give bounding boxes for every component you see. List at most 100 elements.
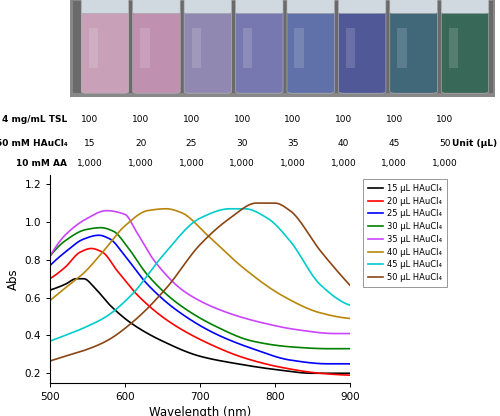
FancyBboxPatch shape (81, 10, 129, 93)
15 μL HAuCl₄ (341, 371, 347, 376)
Text: 100: 100 (436, 115, 454, 124)
35 μL HAuCl₄ (332, 331, 338, 336)
50 μL HAuCl₄ (254, 201, 260, 206)
Text: 15: 15 (84, 139, 96, 148)
30 μL HAuCl₄ (98, 225, 104, 230)
40 μL HAuCl₄ (226, 253, 232, 258)
35 μL HAuCl₄ (47, 253, 53, 258)
50 μL HAuCl₄ (340, 275, 346, 280)
Text: Unit (μL): Unit (μL) (452, 139, 498, 148)
15 μL HAuCl₄ (47, 287, 53, 292)
Line: 50 μL HAuCl₄: 50 μL HAuCl₄ (50, 203, 350, 361)
FancyBboxPatch shape (236, 0, 283, 13)
FancyBboxPatch shape (81, 0, 129, 13)
Y-axis label: Abs: Abs (7, 268, 20, 290)
FancyBboxPatch shape (338, 10, 386, 93)
25 μL HAuCl₄ (347, 362, 353, 366)
25 μL HAuCl₄ (190, 319, 196, 324)
20 μL HAuCl₄ (190, 333, 196, 338)
45 μL HAuCl₄ (294, 247, 300, 252)
15 μL HAuCl₄ (347, 371, 353, 376)
25 μL HAuCl₄ (226, 337, 232, 342)
Text: 1,000: 1,000 (230, 158, 255, 168)
Text: 100: 100 (386, 115, 403, 124)
40 μL HAuCl₄ (340, 315, 346, 320)
20 μL HAuCl₄ (294, 368, 300, 373)
FancyBboxPatch shape (390, 10, 438, 93)
15 μL HAuCl₄ (192, 352, 198, 357)
Text: 4 mg/mL TSL: 4 mg/mL TSL (2, 115, 68, 124)
Legend: 15 μL HAuCl₄, 20 μL HAuCl₄, 25 μL HAuCl₄, 30 μL HAuCl₄, 35 μL HAuCl₄, 40 μL HAuC: 15 μL HAuCl₄, 20 μL HAuCl₄, 25 μL HAuCl₄… (363, 179, 448, 287)
Text: 10 mM AA: 10 mM AA (16, 158, 68, 168)
45 μL HAuCl₄ (347, 303, 353, 308)
25 μL HAuCl₄ (294, 359, 300, 364)
FancyBboxPatch shape (184, 0, 232, 13)
Text: 1,000: 1,000 (280, 158, 305, 168)
Text: 30: 30 (236, 139, 248, 148)
Bar (243, 27, 252, 67)
Bar (192, 27, 201, 67)
Bar (140, 27, 149, 67)
50 μL HAuCl₄ (192, 249, 198, 254)
Line: 15 μL HAuCl₄: 15 μL HAuCl₄ (50, 279, 350, 373)
50 μL HAuCl₄ (190, 251, 196, 256)
45 μL HAuCl₄ (340, 300, 346, 305)
30 μL HAuCl₄ (47, 253, 53, 258)
Bar (398, 27, 406, 67)
FancyBboxPatch shape (442, 0, 488, 13)
40 μL HAuCl₄ (192, 220, 198, 225)
FancyBboxPatch shape (184, 10, 232, 93)
Text: 45: 45 (388, 139, 400, 148)
35 μL HAuCl₄ (192, 296, 198, 301)
30 μL HAuCl₄ (294, 345, 300, 350)
30 μL HAuCl₄ (325, 346, 331, 351)
40 μL HAuCl₄ (190, 218, 196, 223)
FancyBboxPatch shape (287, 0, 335, 13)
50 μL HAuCl₄ (210, 230, 216, 235)
20 μL HAuCl₄ (47, 276, 53, 281)
15 μL HAuCl₄ (74, 276, 80, 281)
Line: 40 μL HAuCl₄: 40 μL HAuCl₄ (50, 209, 350, 318)
Bar (346, 27, 356, 67)
Text: 40: 40 (338, 139, 349, 148)
30 μL HAuCl₄ (347, 346, 353, 351)
30 μL HAuCl₄ (210, 322, 216, 327)
50 μL HAuCl₄ (226, 217, 232, 222)
Bar (70, 0, 495, 97)
25 μL HAuCl₄ (96, 233, 102, 238)
Text: 1,000: 1,000 (382, 158, 407, 168)
40 μL HAuCl₄ (47, 298, 53, 303)
45 μL HAuCl₄ (226, 206, 232, 211)
45 μL HAuCl₄ (47, 339, 53, 344)
35 μL HAuCl₄ (347, 331, 353, 336)
35 μL HAuCl₄ (190, 295, 196, 300)
Text: 100: 100 (132, 115, 150, 124)
Text: 1,000: 1,000 (77, 158, 103, 168)
FancyBboxPatch shape (338, 0, 386, 13)
X-axis label: Wavelength (nm): Wavelength (nm) (149, 406, 251, 416)
Text: 100: 100 (234, 115, 251, 124)
20 μL HAuCl₄ (347, 373, 353, 378)
Bar (449, 27, 458, 67)
45 μL HAuCl₄ (190, 220, 196, 225)
15 μL HAuCl₄ (294, 370, 300, 375)
Bar (294, 27, 304, 67)
15 μL HAuCl₄ (190, 352, 196, 357)
40 μL HAuCl₄ (294, 301, 300, 306)
Text: 100: 100 (82, 115, 98, 124)
50 μL HAuCl₄ (347, 283, 353, 288)
Text: 25: 25 (186, 139, 197, 148)
40 μL HAuCl₄ (210, 238, 216, 243)
FancyBboxPatch shape (132, 10, 180, 93)
50 μL HAuCl₄ (294, 214, 300, 219)
Text: 35: 35 (287, 139, 298, 148)
20 μL HAuCl₄ (340, 372, 346, 377)
FancyBboxPatch shape (442, 10, 488, 93)
25 μL HAuCl₄ (341, 362, 347, 366)
Text: 100: 100 (335, 115, 352, 124)
35 μL HAuCl₄ (294, 327, 300, 332)
35 μL HAuCl₄ (226, 311, 232, 316)
25 μL HAuCl₄ (192, 320, 198, 325)
20 μL HAuCl₄ (226, 350, 232, 355)
35 μL HAuCl₄ (210, 305, 216, 310)
